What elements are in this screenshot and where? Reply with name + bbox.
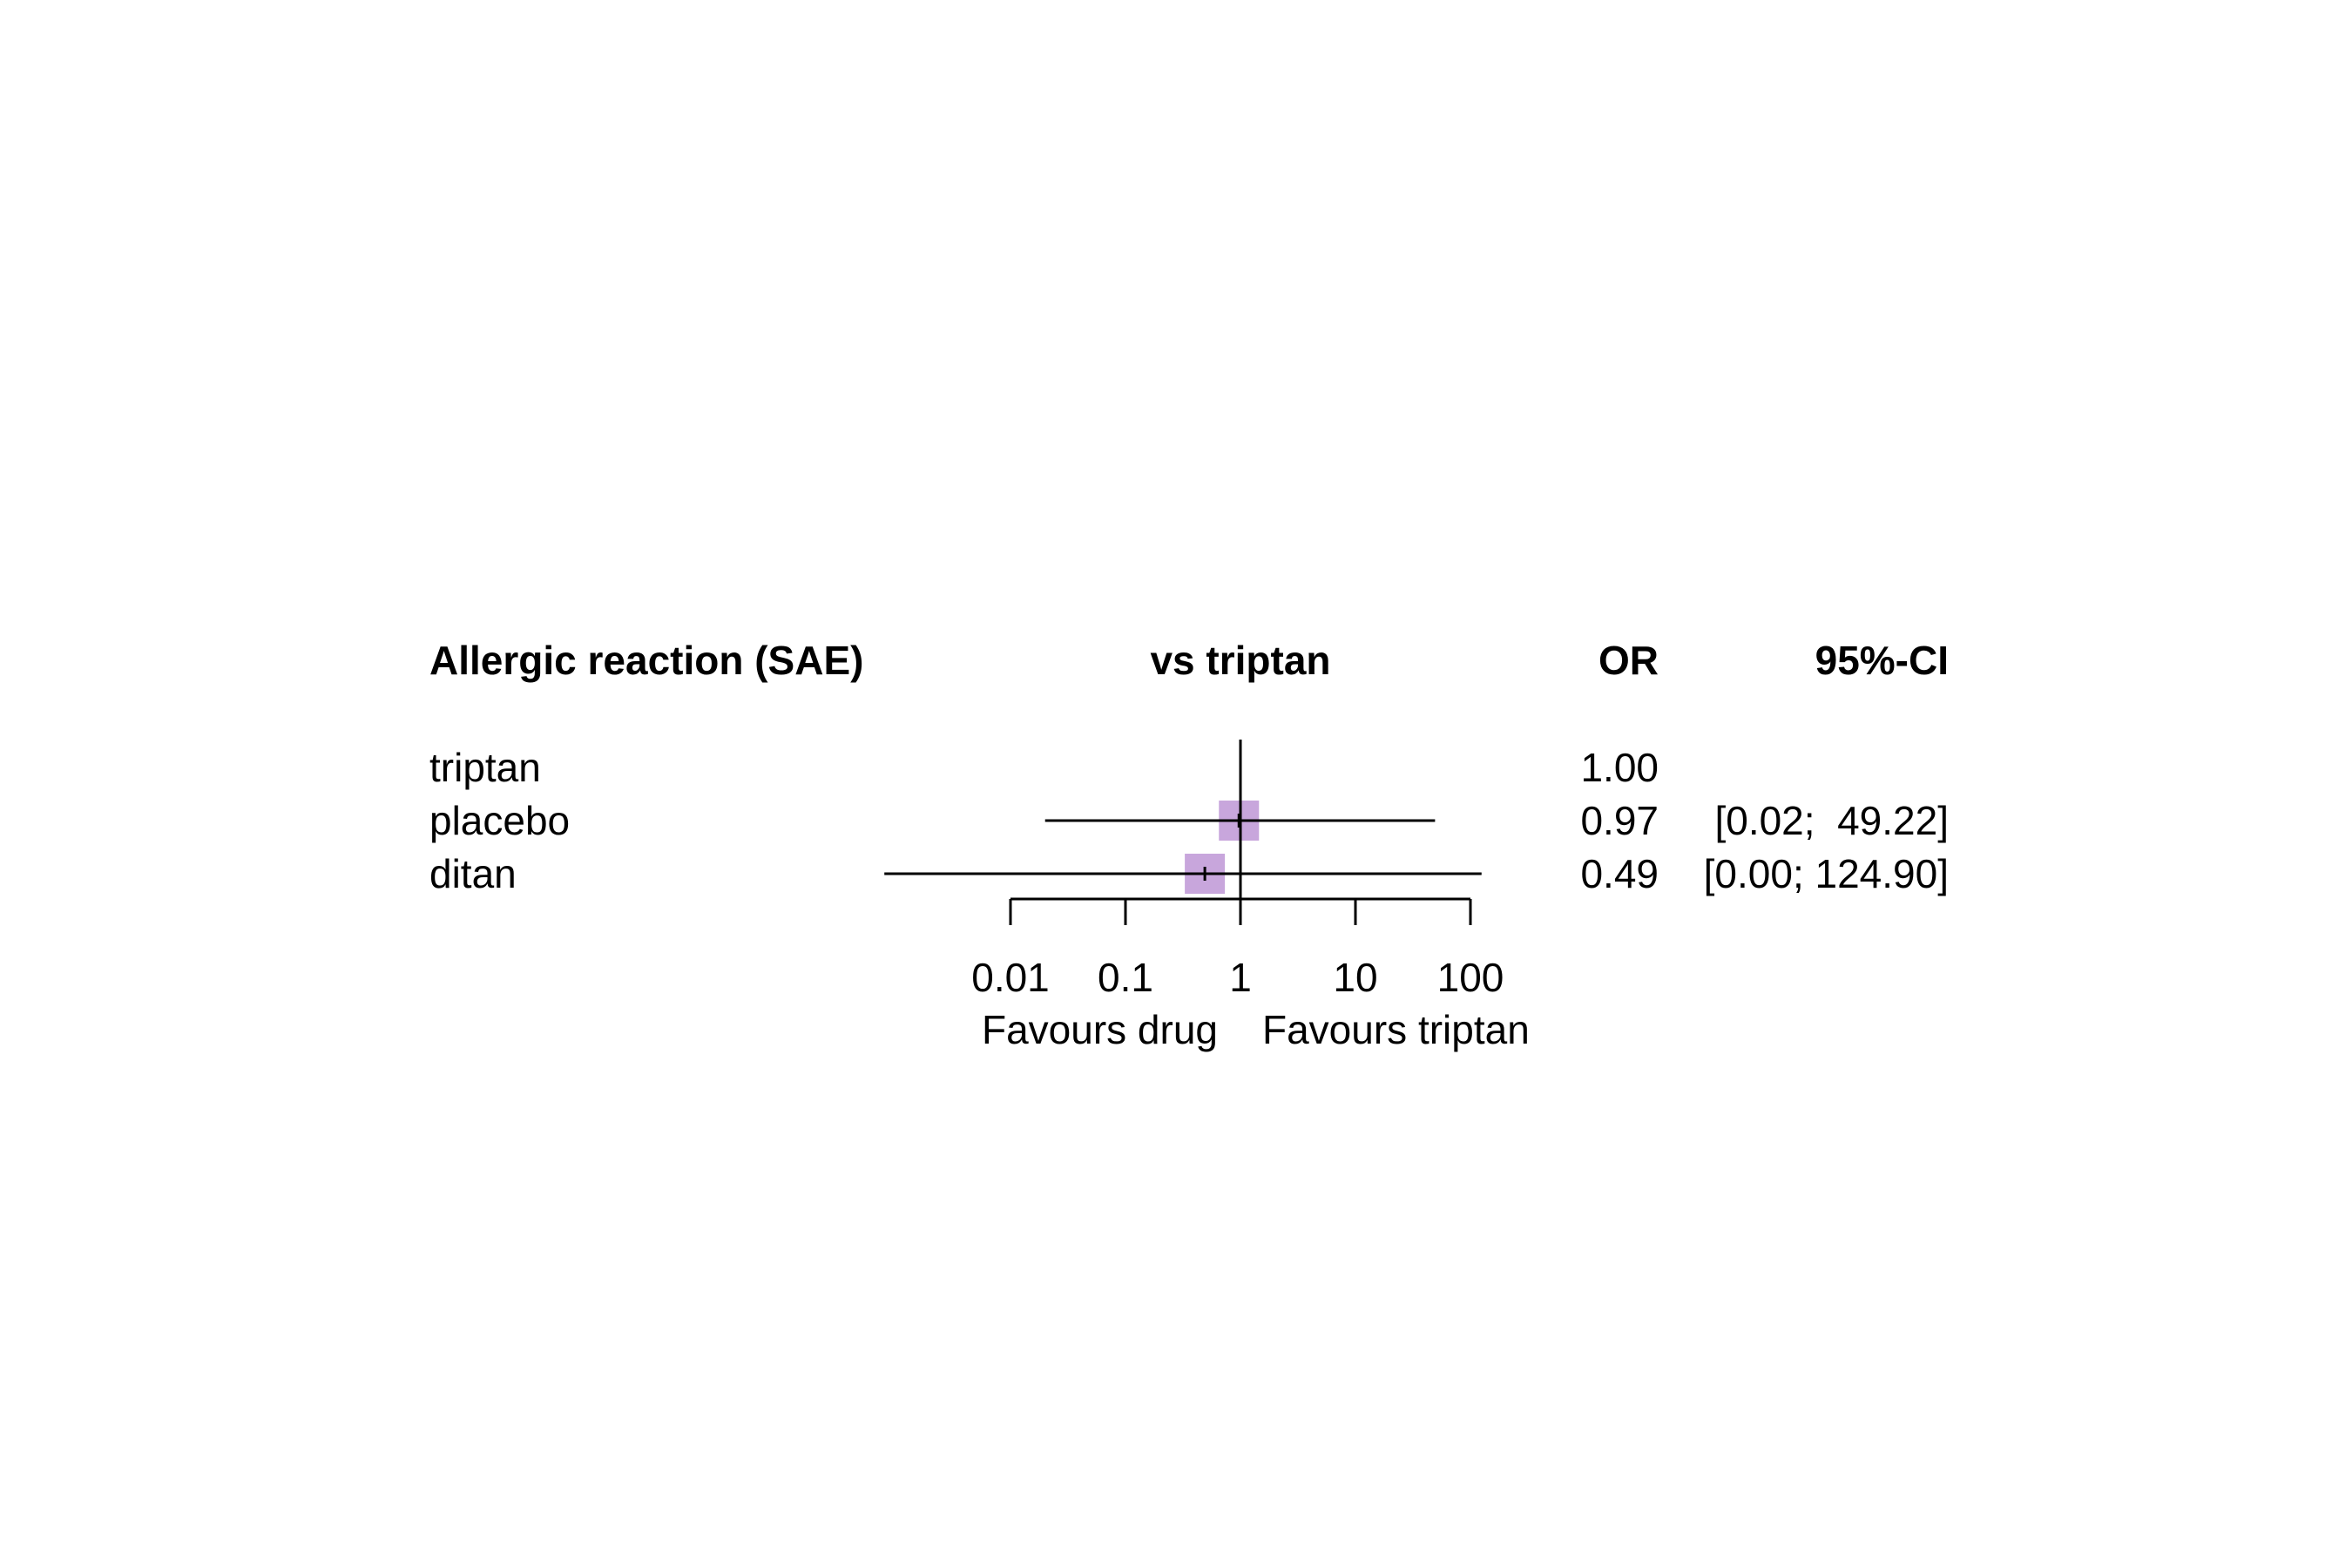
study-rows: triptan 1.00 placebo 0.97 [0.02; 49.22] ditan… bbox=[429, 745, 1949, 896]
row-label: ditan bbox=[429, 851, 517, 896]
axis-tick-label: 0.1 bbox=[1098, 955, 1153, 1000]
study-row: placebo 0.97 [0.02; 49.22] bbox=[429, 798, 1949, 843]
study-row: triptan 1.00 bbox=[429, 745, 1659, 790]
ci-value: [0.00; 124.90] bbox=[1704, 851, 1949, 896]
study-row: ditan 0.49 [0.00; 124.90] bbox=[429, 851, 1949, 896]
favours-left-label: Favours drug bbox=[982, 1007, 1218, 1052]
or-value: 1.00 bbox=[1580, 745, 1659, 790]
axis-tick-label: 10 bbox=[1333, 955, 1377, 1000]
or-header: OR bbox=[1598, 638, 1659, 683]
x-axis: 0.01 0.1 1 10 100 bbox=[971, 740, 1504, 1000]
or-value: 0.49 bbox=[1580, 851, 1659, 896]
outcome-header: Allergic reaction (SAE) bbox=[429, 638, 863, 683]
axis-tick-label: 100 bbox=[1437, 955, 1504, 1000]
axis-tick-label: 1 bbox=[1229, 955, 1252, 1000]
ci-value: [0.02; 49.22] bbox=[1714, 798, 1949, 843]
or-value: 0.97 bbox=[1580, 798, 1659, 843]
axis-tick-label: 0.01 bbox=[971, 955, 1050, 1000]
favours-right-label: Favours triptan bbox=[1262, 1007, 1530, 1052]
row-label: triptan bbox=[429, 745, 541, 790]
ci-header: 95%-CI bbox=[1815, 638, 1949, 683]
comparison-header: vs triptan bbox=[1150, 638, 1330, 683]
row-label: placebo bbox=[429, 798, 570, 843]
